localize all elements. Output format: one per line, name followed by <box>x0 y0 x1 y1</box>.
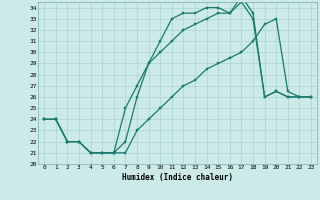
X-axis label: Humidex (Indice chaleur): Humidex (Indice chaleur) <box>122 173 233 182</box>
